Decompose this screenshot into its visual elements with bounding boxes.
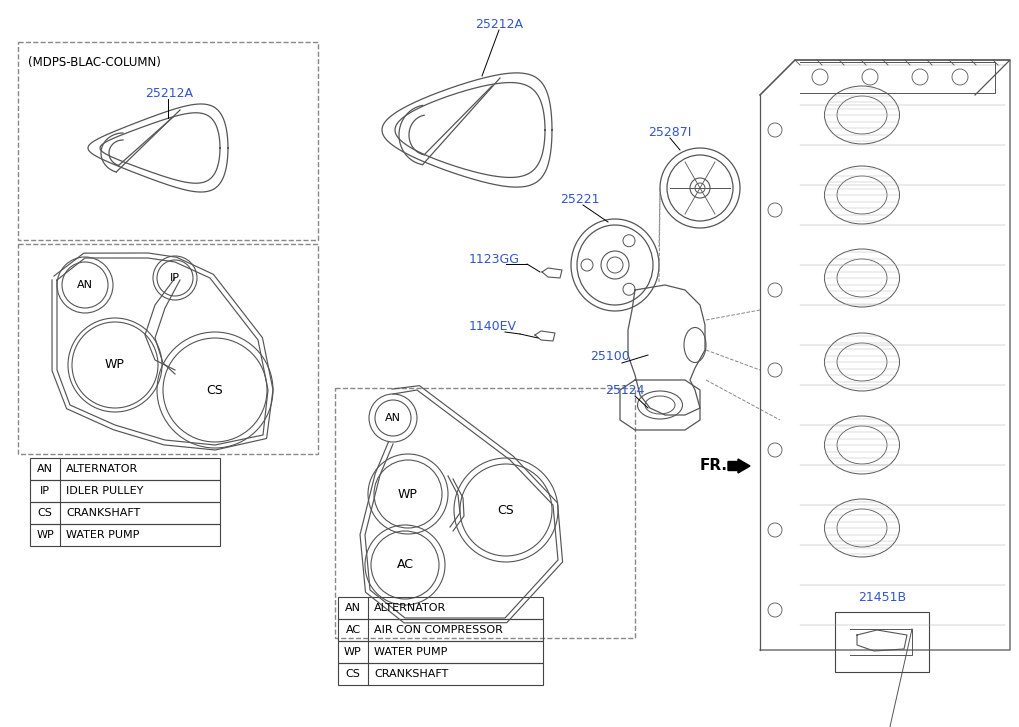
- Text: AC: AC: [396, 558, 414, 571]
- Text: WP: WP: [344, 647, 362, 657]
- Text: AN: AN: [77, 280, 93, 290]
- Text: CS: CS: [345, 669, 361, 679]
- Text: 25221: 25221: [560, 193, 600, 206]
- Text: AN: AN: [37, 464, 53, 474]
- Text: CS: CS: [38, 508, 52, 518]
- Text: IDLER PULLEY: IDLER PULLEY: [66, 486, 144, 496]
- Text: IP: IP: [40, 486, 50, 496]
- Text: AIR CON COMPRESSOR: AIR CON COMPRESSOR: [374, 625, 502, 635]
- Text: WATER PUMP: WATER PUMP: [66, 530, 140, 540]
- Text: 25100: 25100: [590, 350, 630, 363]
- Text: ALTERNATOR: ALTERNATOR: [374, 603, 446, 613]
- Text: WP: WP: [105, 358, 125, 371]
- Text: AN: AN: [345, 603, 361, 613]
- Text: CS: CS: [497, 504, 515, 516]
- Text: WP: WP: [398, 488, 418, 500]
- Text: CRANKSHAFT: CRANKSHAFT: [66, 508, 141, 518]
- Text: 25212A: 25212A: [145, 87, 193, 100]
- FancyArrow shape: [728, 459, 750, 473]
- Text: 25287I: 25287I: [648, 126, 692, 139]
- Text: 1123GG: 1123GG: [469, 253, 520, 266]
- Text: ALTERNATOR: ALTERNATOR: [66, 464, 139, 474]
- Text: WATER PUMP: WATER PUMP: [374, 647, 447, 657]
- Text: 25124: 25124: [605, 384, 645, 397]
- Text: CRANKSHAFT: CRANKSHAFT: [374, 669, 448, 679]
- Text: (MDPS-BLAC-COLUMN): (MDPS-BLAC-COLUMN): [28, 56, 161, 69]
- Text: FR.: FR.: [700, 459, 728, 473]
- Text: 1140EV: 1140EV: [469, 320, 517, 333]
- Text: AC: AC: [345, 625, 361, 635]
- Text: IP: IP: [170, 273, 180, 283]
- Text: WP: WP: [36, 530, 54, 540]
- Text: CS: CS: [207, 384, 223, 396]
- Text: AN: AN: [385, 413, 401, 423]
- Text: 21451B: 21451B: [858, 591, 906, 604]
- Text: 25212A: 25212A: [475, 18, 523, 31]
